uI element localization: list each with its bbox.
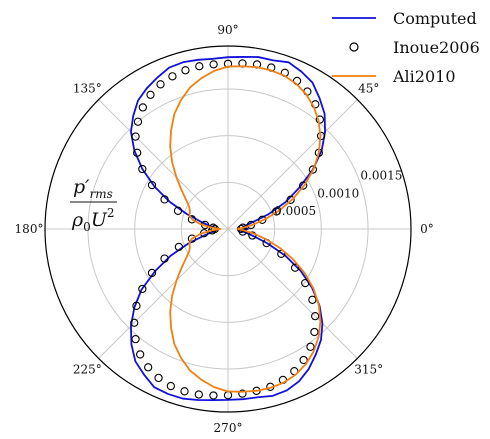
- data-point-inoue2006: [131, 132, 140, 141]
- data-point-inoue2006: [310, 327, 319, 337]
- data-point-inoue2006: [308, 295, 317, 304]
- svg-text:p′rms: p′rms: [73, 176, 113, 201]
- data-point-inoue2006: [299, 181, 308, 190]
- data-point-inoue2006: [138, 103, 148, 112]
- ylabel-denominator-superscript: 2: [107, 206, 115, 220]
- tick-labels: 0° 45° 90° 135° 180° 225° 270° 315° 0.00050.0010…: [15, 23, 434, 435]
- data-point-inoue2006: [308, 165, 318, 174]
- svg-text:ρ0U2: ρ0U2: [71, 206, 114, 234]
- data-point-inoue2006: [156, 80, 165, 89]
- data-point-inoue2006: [315, 115, 324, 124]
- data-point-inoue2006: [310, 311, 320, 321]
- data-point-inoue2006: [133, 148, 142, 157]
- data-point-inoue2006: [138, 284, 147, 294]
- data-point-inoue2006: [168, 72, 177, 81]
- series-line-ali2010: [169, 65, 322, 393]
- data-point-inoue2006: [160, 254, 169, 263]
- series-layer: [130, 56, 326, 402]
- angle-tick-label-0: 0°: [420, 222, 434, 236]
- legend-marker-inoue2006: [349, 42, 359, 52]
- ylabel-numerator: p′: [73, 176, 90, 198]
- series-markers-inoue2006: [130, 59, 326, 400]
- data-point-inoue2006: [272, 207, 281, 216]
- ylabel-numerator-subscript: rms: [89, 187, 112, 201]
- radial-tick-label-2: 0.0015: [360, 168, 402, 182]
- data-point-inoue2006: [146, 90, 155, 99]
- data-point-inoue2006: [187, 234, 197, 243]
- data-point-inoue2006: [194, 390, 203, 399]
- angle-tick-label-225: 225°: [73, 363, 102, 377]
- data-point-inoue2006: [138, 164, 147, 174]
- legend-label-ali2010: Ali2010: [392, 67, 456, 86]
- data-point-inoue2006: [195, 62, 204, 71]
- data-point-inoue2006: [133, 117, 143, 126]
- angle-tick-label-45: 45°: [358, 81, 379, 95]
- data-point-inoue2006: [166, 381, 175, 391]
- data-point-inoue2006: [301, 278, 310, 288]
- angular-grid-spoke-135: [98, 99, 229, 230]
- polar-outer-boundary: [44, 45, 412, 413]
- legend: Computed Inoue2006 Ali2010: [332, 9, 480, 86]
- data-point-inoue2006: [187, 215, 197, 224]
- y-axis-label: p′rms ρ0U2: [70, 176, 117, 234]
- data-point-inoue2006: [154, 373, 163, 383]
- data-point-inoue2006: [136, 350, 145, 359]
- data-point-inoue2006: [181, 66, 190, 75]
- data-point-inoue2006: [173, 206, 183, 215]
- angle-tick-label-135: 135°: [73, 81, 102, 95]
- data-point-inoue2006: [238, 389, 247, 398]
- data-point-inoue2006: [290, 263, 300, 272]
- data-point-inoue2006: [174, 242, 184, 252]
- data-point-inoue2006: [147, 268, 157, 278]
- data-point-inoue2006: [147, 180, 157, 190]
- ylabel-denominator-subscript: 0: [83, 220, 91, 234]
- legend-label-inoue2006: Inoue2006: [393, 38, 480, 57]
- radial-tick-label-1: 0.0010: [317, 186, 359, 200]
- polar-grid: [44, 45, 412, 413]
- data-point-inoue2006: [132, 301, 141, 310]
- data-point-inoue2006: [144, 363, 153, 372]
- ylabel-denominator: ρ: [71, 209, 84, 231]
- data-point-inoue2006: [299, 355, 308, 365]
- data-point-inoue2006: [160, 195, 169, 204]
- legend-label-computed: Computed: [393, 9, 477, 28]
- angle-tick-label-180: 180°: [15, 222, 44, 236]
- ylabel-denominator-main: U: [91, 209, 108, 231]
- angular-grid-spoke-225: [98, 228, 229, 359]
- data-point-inoue2006: [130, 318, 139, 327]
- angle-tick-label-90: 90°: [217, 23, 238, 37]
- radial-tick-label-0: 0.0005: [274, 204, 316, 218]
- data-point-inoue2006: [306, 342, 315, 351]
- data-point-inoue2006: [209, 60, 218, 69]
- data-point-inoue2006: [209, 391, 218, 400]
- data-point-inoue2006: [316, 131, 326, 141]
- data-point-inoue2006: [180, 387, 189, 396]
- angular-grid-spoke-45: [227, 99, 358, 230]
- angle-tick-label-270: 270°: [214, 421, 243, 435]
- data-point-inoue2006: [131, 334, 140, 344]
- data-point-inoue2006: [286, 195, 295, 204]
- angle-tick-label-315: 315°: [354, 363, 383, 377]
- angular-grid-spoke-315: [227, 228, 358, 359]
